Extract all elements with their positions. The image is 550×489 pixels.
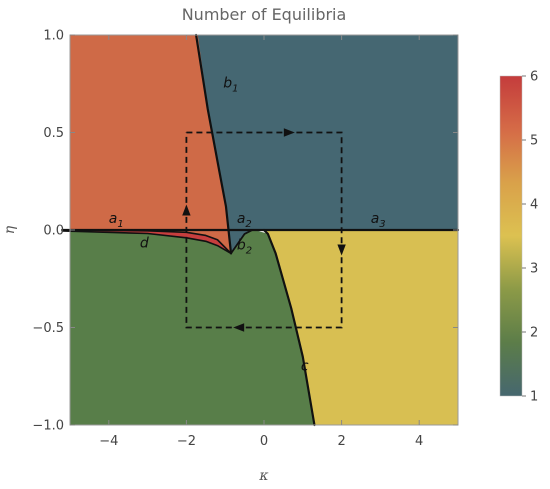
colorbar-gradient — [499, 75, 523, 397]
path-arrow — [233, 323, 245, 332]
region-label-a3: a3 — [371, 211, 386, 230]
colorbar-tick-label: 6 — [530, 70, 538, 85]
curve-d-lower — [61, 230, 232, 255]
colorbar: 1 2 3 4 5 6 — [499, 70, 538, 405]
dashed-path-layer — [182, 128, 346, 332]
region-label-a2: a2 — [237, 211, 252, 230]
y-axis-label: η — [2, 225, 18, 234]
colorbar-tick-label: 5 — [530, 134, 538, 149]
x-tick-label: 2 — [337, 434, 345, 449]
colorbar-tick-label: 4 — [530, 198, 538, 213]
region-label-d: d — [140, 236, 149, 252]
y-tick-label: −1.0 — [32, 419, 64, 434]
x-tick-label: 4 — [415, 434, 423, 449]
path-arrow — [182, 204, 191, 216]
x-tick-label: −4 — [99, 434, 118, 449]
regions-layer — [70, 35, 458, 425]
y-tick-label: 0.5 — [43, 126, 64, 141]
y-tick-label: 0.0 — [43, 224, 64, 239]
x-axis-label: κ — [258, 468, 268, 484]
y-axis: 1.0 0.5 0.0 −0.5 −1.0 — [32, 29, 458, 434]
x-axis: −4 −2 0 2 4 — [99, 35, 423, 449]
x-tick-label: −2 — [177, 434, 196, 449]
curves-layer — [61, 33, 460, 427]
curve-b1 — [195, 33, 233, 255]
colorbar-tick-label: 3 — [530, 262, 538, 277]
chart-title: Number of Equilibria — [182, 5, 347, 24]
path-arrow — [283, 128, 295, 137]
y-tick-label: 1.0 — [43, 29, 64, 44]
region-label-c: c — [301, 358, 309, 374]
colorbar-tick-label: 2 — [530, 326, 538, 341]
region-label-b2: b2 — [237, 238, 252, 257]
region-label-b1: b1 — [223, 76, 238, 95]
curve-d-upper — [61, 229, 232, 255]
path-arrow — [337, 244, 346, 256]
region-annotations: a1 a2 a3 b1 b2 d c — [109, 76, 386, 375]
y-tick-label: −0.5 — [32, 321, 64, 336]
curve-cusp-arc — [230, 229, 254, 255]
x-tick-label: 0 — [260, 434, 268, 449]
region-label-a1: a1 — [109, 211, 124, 230]
colorbar-tick-label: 1 — [530, 390, 538, 405]
curve-c — [262, 228, 316, 427]
colorbar-ticks: 1 2 3 4 5 6 — [522, 70, 538, 405]
